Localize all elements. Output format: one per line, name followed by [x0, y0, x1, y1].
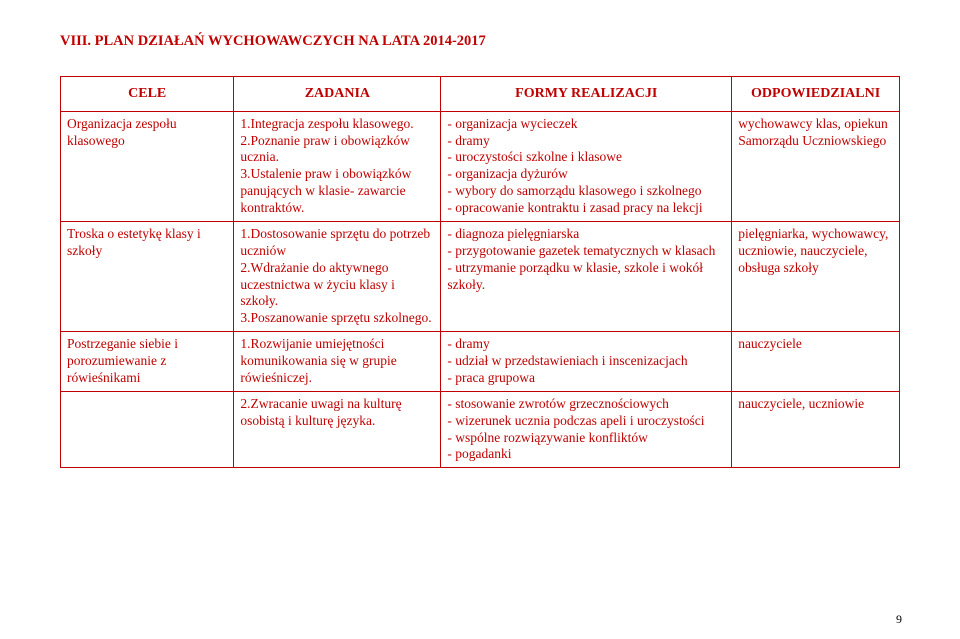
cell-odp: nauczyciele, uczniowie — [732, 391, 900, 468]
section-heading: VIII. PLAN DZIAŁAŃ WYCHOWAWCZYCH NA LATA… — [60, 32, 900, 50]
table-row: Organizacja zespołu klasowego 1.Integrac… — [61, 111, 900, 221]
cell-formy: - stosowanie zwrotów grzecznościowych- w… — [441, 391, 732, 468]
cell-formy: - organizacja wycieczek- dramy- uroczyst… — [441, 111, 732, 221]
plan-table: CELE ZADANIA FORMY REALIZACJI ODPOWIEDZI… — [60, 76, 900, 468]
cell-cele: Troska o estetykę klasy i szkoły — [61, 221, 234, 331]
table-row: Troska o estetykę klasy i szkoły 1.Dosto… — [61, 221, 900, 331]
cell-formy: - dramy- udział w przedstawieniach i ins… — [441, 332, 732, 392]
page: VIII. PLAN DZIAŁAŃ WYCHOWAWCZYCH NA LATA… — [0, 0, 960, 639]
col-header-formy: FORMY REALIZACJI — [441, 77, 732, 112]
table-row: Postrzeganie siebie i porozumiewanie z r… — [61, 332, 900, 392]
cell-cele: Organizacja zespołu klasowego — [61, 111, 234, 221]
col-header-cele: CELE — [61, 77, 234, 112]
col-header-zadania: ZADANIA — [234, 77, 441, 112]
cell-odp: pielęgniarka, wychowawcy, uczniowie, nau… — [732, 221, 900, 331]
cell-formy: - diagnoza pielęgniarska- przygotowanie … — [441, 221, 732, 331]
cell-zadania: 1.Rozwijanie umiejętności komunikowania … — [234, 332, 441, 392]
cell-odp: nauczyciele — [732, 332, 900, 392]
cell-zadania: 1.Dostosowanie sprzętu do potrzeb ucznió… — [234, 221, 441, 331]
page-number: 9 — [896, 612, 902, 627]
cell-zadania: 1.Integracja zespołu klasowego.2.Poznani… — [234, 111, 441, 221]
cell-odp: wychowawcy klas, opiekun Samorządu Uczni… — [732, 111, 900, 221]
col-header-odpowiedzialni: ODPOWIEDZIALNI — [732, 77, 900, 112]
table-row: 2.Zwracanie uwagi na kulturę osobistą i … — [61, 391, 900, 468]
cell-cele: Postrzeganie siebie i porozumiewanie z r… — [61, 332, 234, 392]
cell-zadania: 2.Zwracanie uwagi na kulturę osobistą i … — [234, 391, 441, 468]
cell-cele — [61, 391, 234, 468]
table-header-row: CELE ZADANIA FORMY REALIZACJI ODPOWIEDZI… — [61, 77, 900, 112]
